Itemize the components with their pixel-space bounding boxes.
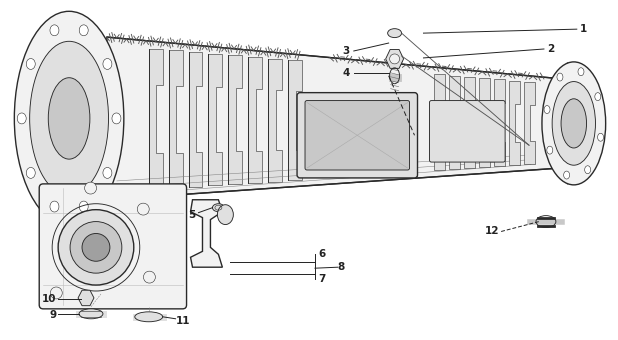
Ellipse shape <box>564 171 570 179</box>
Text: 4: 4 <box>342 68 350 78</box>
Polygon shape <box>169 50 182 188</box>
Ellipse shape <box>27 167 35 178</box>
FancyBboxPatch shape <box>430 101 505 162</box>
Ellipse shape <box>218 205 234 224</box>
Ellipse shape <box>50 201 59 212</box>
Ellipse shape <box>30 41 109 196</box>
Ellipse shape <box>578 68 584 76</box>
Text: 2: 2 <box>547 44 554 54</box>
Ellipse shape <box>70 222 122 273</box>
Ellipse shape <box>79 201 88 212</box>
Polygon shape <box>509 81 520 165</box>
Polygon shape <box>434 74 446 170</box>
Ellipse shape <box>547 146 552 154</box>
Polygon shape <box>248 57 262 183</box>
Ellipse shape <box>79 309 103 319</box>
Ellipse shape <box>137 203 149 215</box>
Text: 1: 1 <box>580 24 587 34</box>
Polygon shape <box>268 59 282 182</box>
Text: 5: 5 <box>188 210 195 220</box>
Ellipse shape <box>103 167 112 178</box>
Ellipse shape <box>82 234 110 261</box>
Ellipse shape <box>135 312 163 322</box>
Polygon shape <box>449 76 460 169</box>
Ellipse shape <box>50 25 59 36</box>
Ellipse shape <box>552 82 596 165</box>
Ellipse shape <box>557 73 563 81</box>
Polygon shape <box>229 55 242 184</box>
Ellipse shape <box>27 58 35 69</box>
Ellipse shape <box>387 29 402 38</box>
Polygon shape <box>386 49 404 68</box>
Ellipse shape <box>544 106 550 114</box>
Text: 10: 10 <box>41 294 56 304</box>
Ellipse shape <box>389 54 400 64</box>
Ellipse shape <box>85 182 96 194</box>
Text: 6: 6 <box>318 249 325 259</box>
Text: 8: 8 <box>338 262 345 272</box>
FancyBboxPatch shape <box>297 92 418 178</box>
Ellipse shape <box>48 78 90 159</box>
Polygon shape <box>494 80 505 166</box>
Ellipse shape <box>143 271 155 283</box>
FancyBboxPatch shape <box>305 101 410 170</box>
Ellipse shape <box>14 11 124 225</box>
Polygon shape <box>288 61 302 181</box>
Polygon shape <box>208 54 222 185</box>
Text: 11: 11 <box>176 316 190 326</box>
Polygon shape <box>464 77 475 168</box>
Ellipse shape <box>17 113 26 124</box>
Ellipse shape <box>58 210 133 285</box>
Text: 7: 7 <box>318 274 325 284</box>
Polygon shape <box>188 52 203 187</box>
Ellipse shape <box>79 25 88 36</box>
Ellipse shape <box>103 58 112 69</box>
Polygon shape <box>78 290 94 306</box>
Text: 12: 12 <box>485 226 499 237</box>
Ellipse shape <box>213 204 224 212</box>
Polygon shape <box>149 49 163 189</box>
Ellipse shape <box>595 93 601 101</box>
FancyBboxPatch shape <box>39 184 187 309</box>
Polygon shape <box>479 78 490 167</box>
Ellipse shape <box>561 99 586 148</box>
Ellipse shape <box>598 133 604 141</box>
Polygon shape <box>524 82 535 164</box>
Polygon shape <box>107 37 561 200</box>
Text: 9: 9 <box>49 310 56 320</box>
Polygon shape <box>190 200 222 267</box>
Ellipse shape <box>50 287 62 299</box>
Ellipse shape <box>542 62 606 185</box>
Text: 3: 3 <box>342 46 350 56</box>
Ellipse shape <box>112 113 121 124</box>
Ellipse shape <box>585 166 591 174</box>
